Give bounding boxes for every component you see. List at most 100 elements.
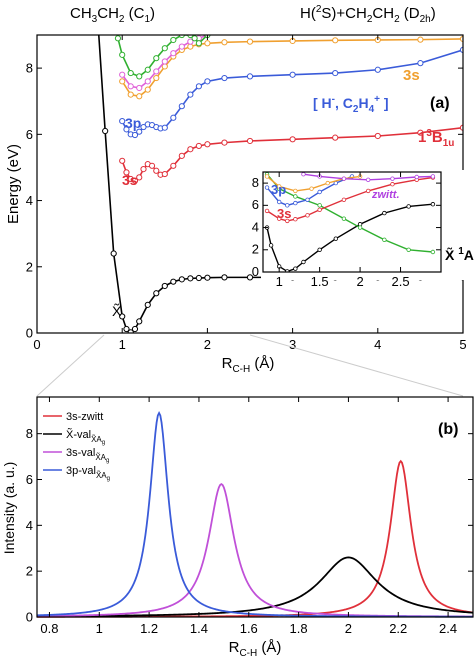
inset-point bbox=[430, 249, 436, 255]
data-point bbox=[170, 36, 177, 44]
inset-point bbox=[414, 174, 419, 180]
inset-point bbox=[382, 237, 387, 242]
data-point bbox=[195, 40, 202, 47]
label-triplet: 13B1u bbox=[418, 128, 454, 149]
y-tick-label: 0 bbox=[252, 264, 259, 279]
data-point bbox=[161, 282, 168, 290]
data-point bbox=[136, 84, 143, 92]
panel-b-xlabel: RC-H (Å) bbox=[229, 639, 282, 659]
data-point bbox=[119, 78, 126, 85]
data-point bbox=[140, 166, 147, 173]
legend-3s-zwitt: 3s-zwitt bbox=[66, 411, 103, 423]
label-3s-orange: 3s bbox=[403, 67, 420, 84]
data-point bbox=[127, 91, 134, 98]
x-tick-label: 2.4 bbox=[439, 621, 457, 636]
inset-point bbox=[406, 204, 411, 209]
y-tick-label: 6 bbox=[252, 197, 259, 212]
data-point bbox=[289, 136, 296, 143]
y-tick-label: 8 bbox=[26, 426, 33, 441]
inset-point bbox=[301, 259, 306, 265]
data-point bbox=[123, 325, 130, 333]
y-tick-label: 2 bbox=[26, 564, 33, 579]
inset-label-3p: 3p bbox=[271, 182, 286, 197]
data-point bbox=[246, 73, 254, 80]
inset-point bbox=[293, 217, 298, 222]
inset-point bbox=[390, 182, 395, 187]
peak-curve-1 bbox=[37, 556, 474, 618]
data-point bbox=[246, 274, 254, 281]
data-point bbox=[221, 274, 228, 281]
data-point bbox=[170, 278, 177, 285]
data-point bbox=[131, 325, 139, 333]
data-point bbox=[332, 37, 339, 44]
panel-b-legend: 3s-zwitt X̃-valX̃Ag 3s-valX̃Ag 3p-valX̃A… bbox=[43, 411, 110, 482]
data-point bbox=[332, 69, 339, 77]
x-tick-label: 1 bbox=[119, 337, 126, 352]
data-point bbox=[187, 275, 194, 282]
inset-series-3 bbox=[264, 174, 355, 208]
data-point bbox=[221, 139, 228, 146]
data-point bbox=[417, 129, 424, 136]
label-ion-pair: [ H-, C2H4+ ] bbox=[313, 94, 389, 115]
label-3p: 3p bbox=[125, 115, 141, 131]
data-point bbox=[114, 35, 122, 42]
data-point bbox=[374, 66, 381, 73]
y-tick-label: 4 bbox=[26, 193, 33, 208]
data-point bbox=[178, 152, 185, 159]
y-tick-label: 2 bbox=[252, 242, 259, 257]
data-point bbox=[127, 69, 134, 77]
panel-a-tag: (a) bbox=[430, 95, 450, 112]
top-right-label: H(2S)+CH2CH2 (D2h) bbox=[300, 4, 436, 25]
data-point bbox=[131, 131, 139, 139]
inset-point bbox=[264, 174, 270, 179]
data-point bbox=[170, 50, 177, 57]
x-tick-label: 1.5 bbox=[311, 274, 329, 289]
data-point bbox=[161, 124, 168, 131]
data-point bbox=[153, 55, 160, 62]
data-point bbox=[195, 142, 202, 150]
inset-point bbox=[357, 225, 363, 230]
inset-point bbox=[382, 210, 387, 216]
data-point bbox=[204, 141, 211, 148]
inset-point bbox=[341, 176, 347, 181]
inset-point bbox=[430, 202, 436, 207]
data-point bbox=[221, 74, 228, 82]
inset-point bbox=[309, 186, 314, 191]
x-tick-label: 2 bbox=[345, 621, 352, 636]
data-point bbox=[187, 146, 194, 153]
series-a-3 bbox=[119, 35, 463, 100]
data-point bbox=[144, 78, 151, 85]
y-tick-label: 4 bbox=[252, 219, 259, 234]
data-point bbox=[191, 35, 198, 42]
data-point bbox=[187, 43, 194, 50]
inset-point bbox=[293, 188, 298, 194]
x-tick-label: 1 bbox=[96, 621, 103, 636]
x-tick-label: 2 bbox=[356, 274, 363, 289]
data-point bbox=[144, 66, 151, 73]
data-point bbox=[187, 91, 194, 98]
series-a-1 bbox=[119, 124, 463, 184]
data-point bbox=[123, 126, 130, 133]
inset-point bbox=[365, 177, 371, 182]
inset-point bbox=[317, 189, 322, 195]
y-tick-label: 0 bbox=[26, 610, 33, 625]
y-tick-label: 2 bbox=[26, 259, 33, 274]
inset-point bbox=[341, 216, 347, 221]
data-point bbox=[289, 71, 296, 78]
x-tick-label: 2.5 bbox=[392, 274, 410, 289]
x-tick-label: 4 bbox=[374, 337, 381, 352]
data-point bbox=[417, 36, 424, 43]
data-point bbox=[187, 38, 194, 45]
data-point bbox=[153, 74, 160, 82]
data-point bbox=[136, 174, 143, 181]
data-point bbox=[204, 40, 211, 47]
top-left-label: CH3CH2 (C1) bbox=[70, 5, 155, 25]
data-point bbox=[246, 38, 254, 45]
data-point bbox=[170, 114, 177, 121]
x-tick-label: 1.4 bbox=[190, 621, 208, 636]
x-tick-label: 0.8 bbox=[40, 621, 58, 636]
inset-point bbox=[276, 184, 282, 189]
inset-point bbox=[406, 247, 411, 252]
data-point bbox=[178, 43, 185, 50]
